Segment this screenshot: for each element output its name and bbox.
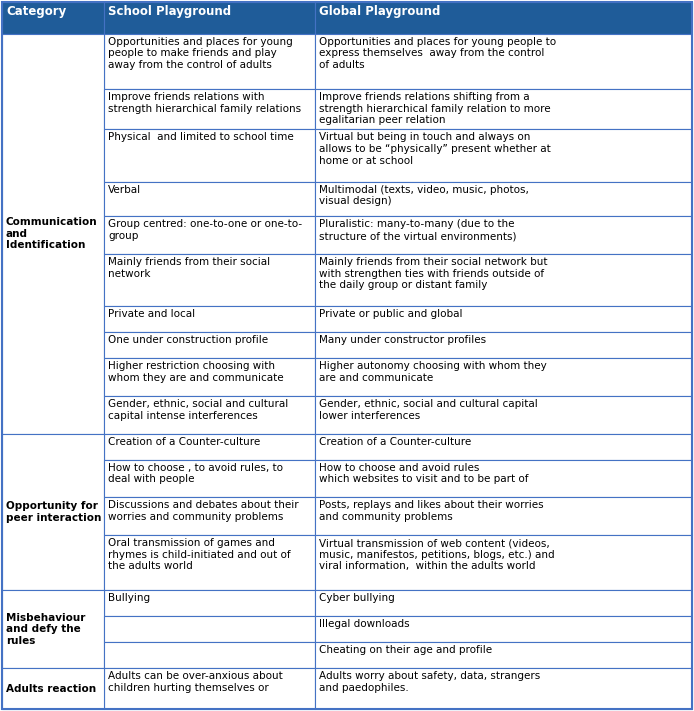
Bar [104,216,314,254]
Bar [314,460,692,498]
Text: Oral transmission of games and
rhymes is child-initiated and out of
the adults w: Oral transmission of games and rhymes is… [108,538,291,572]
Text: Communication
and
Identification: Communication and Identification [6,217,98,250]
Bar [314,535,692,590]
Text: Mainly friends from their social network but
with strengthen ties with friends o: Mainly friends from their social network… [319,257,547,290]
Text: One under construction profile: One under construction profile [108,336,269,346]
Bar [314,216,692,254]
Text: How to choose , to avoid rules, to
deal with people: How to choose , to avoid rules, to deal … [108,463,283,484]
Bar [104,34,314,89]
Bar [104,181,314,216]
Text: Adults worry about safety, data, strangers
and paedophiles.: Adults worry about safety, data, strange… [319,671,540,693]
Text: Bullying: Bullying [108,593,150,603]
Text: How to choose and avoid rules
which websites to visit and to be part of: How to choose and avoid rules which webs… [319,463,528,484]
Bar [2,668,104,709]
Text: Virtual but being in touch and always on
allows to be “physically” present wheth: Virtual but being in touch and always on… [319,132,550,166]
Bar [104,590,314,616]
Text: Virtual transmission of web content (videos,
music, manifestos, petitions, blogs: Virtual transmission of web content (vid… [319,538,555,572]
Text: Discussions and debates about their
worries and community problems: Discussions and debates about their worr… [108,501,298,522]
Bar [2,2,104,34]
Text: Gender, ethnic, social and cultural
capital intense interferences: Gender, ethnic, social and cultural capi… [108,399,289,421]
Bar [2,34,104,434]
Text: Improve friends relations shifting from a
strength hierarchical family relation : Improve friends relations shifting from … [319,92,550,125]
Text: Creation of a Counter-culture: Creation of a Counter-culture [108,437,260,447]
Bar [314,129,692,181]
Text: Global Playground: Global Playground [319,5,440,18]
Bar [104,460,314,498]
Bar [314,89,692,129]
Bar [314,2,692,34]
Bar [104,535,314,590]
Bar [104,332,314,358]
Text: Opportunities and places for young
people to make friends and play
away from the: Opportunities and places for young peopl… [108,37,293,70]
Bar [314,254,692,306]
Bar [314,616,692,642]
Text: Private and local: Private and local [108,309,195,319]
Bar [314,332,692,358]
Text: Improve friends relations with
strength hierarchical family relations: Improve friends relations with strength … [108,92,301,114]
Text: Cyber bullying: Cyber bullying [319,593,394,603]
Bar [104,89,314,129]
Bar [314,590,692,616]
Bar [314,358,692,396]
Bar [104,642,314,668]
Bar [104,434,314,460]
Text: School Playground: School Playground [108,5,231,18]
Bar [104,358,314,396]
Bar [104,396,314,434]
Bar [104,2,314,34]
Bar [314,34,692,89]
Bar [2,434,104,590]
Bar [104,616,314,642]
Text: Pluralistic: many-to-many (due to the
structure of the virtual environments): Pluralistic: many-to-many (due to the st… [319,220,516,241]
Bar [314,181,692,216]
Bar [314,668,692,709]
Text: Adults reaction: Adults reaction [6,684,96,694]
Bar [104,498,314,535]
Bar [104,254,314,306]
Bar [314,498,692,535]
Bar [104,668,314,709]
Text: Group centred: one-to-one or one-to-
group: Group centred: one-to-one or one-to- gro… [108,220,303,241]
Text: Private or public and global: Private or public and global [319,309,462,319]
Text: Higher autonomy choosing with whom they
are and communicate: Higher autonomy choosing with whom they … [319,361,546,383]
Bar [314,306,692,332]
Bar [314,642,692,668]
Text: Verbal: Verbal [108,185,142,195]
Text: Gender, ethnic, social and cultural capital
lower interferences: Gender, ethnic, social and cultural capi… [319,399,537,421]
Text: Higher restriction choosing with
whom they are and communicate: Higher restriction choosing with whom th… [108,361,284,383]
Text: Illegal downloads: Illegal downloads [319,619,409,629]
Text: Adults can be over-anxious about
children hurting themselves or: Adults can be over-anxious about childre… [108,671,283,693]
Bar [104,129,314,181]
Bar [2,590,104,668]
Text: Cheating on their age and profile: Cheating on their age and profile [319,646,491,656]
Text: Misbehaviour
and defy the
rules: Misbehaviour and defy the rules [6,613,85,646]
Bar [104,306,314,332]
Text: Mainly friends from their social
network: Mainly friends from their social network [108,257,270,279]
Text: Posts, replays and likes about their worries
and community problems: Posts, replays and likes about their wor… [319,501,543,522]
Text: Creation of a Counter-culture: Creation of a Counter-culture [319,437,471,447]
Text: Opportunity for
peer interaction: Opportunity for peer interaction [6,501,101,523]
Bar [314,434,692,460]
Bar [314,396,692,434]
Text: Category: Category [6,5,66,18]
Text: Many under constructor profiles: Many under constructor profiles [319,336,486,346]
Text: Multimodal (texts, video, music, photos,
visual design): Multimodal (texts, video, music, photos,… [319,185,528,206]
Text: Opportunities and places for young people to
express themselves  away from the c: Opportunities and places for young peopl… [319,37,556,70]
Text: Physical  and limited to school time: Physical and limited to school time [108,132,294,142]
